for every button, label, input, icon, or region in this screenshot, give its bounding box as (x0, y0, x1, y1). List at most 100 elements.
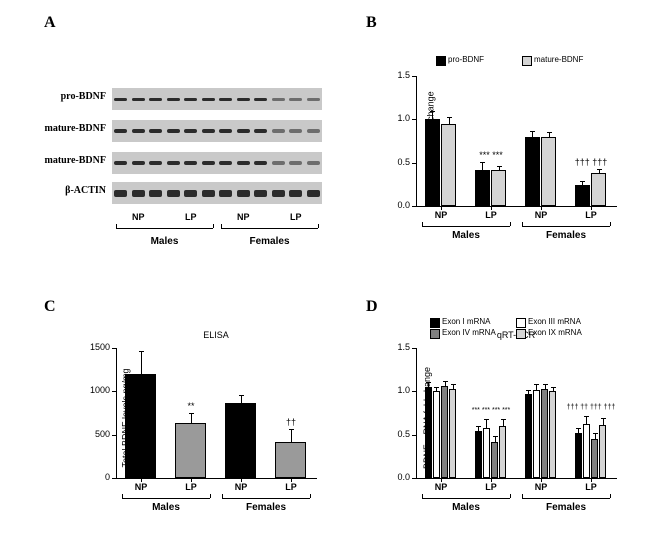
bar (483, 428, 490, 478)
x-tick-label: LP (566, 482, 616, 492)
legend-label: Exon III mRNA (528, 317, 581, 326)
blot-band (289, 161, 302, 165)
blot-row-label: pro-BDNF (8, 91, 106, 102)
legend-label: Exon IV mRNA (442, 328, 496, 337)
blot-band (114, 129, 127, 133)
y-tick-label: 0.5 (382, 429, 410, 439)
blot-band (202, 129, 215, 133)
blot-band (202, 161, 215, 165)
blot-band (289, 190, 302, 197)
blot-row-label: mature-BDNF (8, 155, 106, 166)
blot-band (237, 98, 250, 101)
sex-group-label: Females (516, 502, 616, 513)
x-tick-label: LP (166, 482, 216, 492)
blot-band (254, 98, 267, 101)
y-tick-label: 1500 (82, 342, 110, 352)
blot-band (167, 98, 180, 101)
x-tick-label: NP (516, 210, 566, 220)
bar (449, 389, 456, 478)
significance-marker: ** (166, 401, 216, 411)
blot-band (167, 190, 180, 197)
blot-band (114, 98, 127, 101)
blot-lane-group-label: LP (165, 212, 218, 222)
bar (225, 403, 257, 478)
blot-band (307, 190, 320, 197)
blot-lane-group-label: NP (112, 212, 165, 222)
blot-band (237, 161, 250, 165)
bar (591, 439, 598, 478)
bar (433, 391, 440, 478)
y-tick-label: 0 (82, 472, 110, 482)
x-tick-label: NP (116, 482, 166, 492)
blot-row-label: β-ACTIN (8, 185, 106, 196)
blot-band (149, 98, 162, 101)
y-tick-label: 1.5 (382, 70, 410, 80)
blot-band (289, 129, 302, 133)
blot-band (307, 161, 320, 165)
significance-marker: ††† †† ††† ††† (566, 404, 616, 411)
blot-row-label: mature-BDNF (8, 123, 106, 134)
y-tick-label: 1.5 (382, 342, 410, 352)
blot-band (114, 161, 127, 165)
y-tick-label: 0.5 (382, 157, 410, 167)
x-tick-label: LP (266, 482, 316, 492)
blot-band (219, 190, 232, 197)
y-tick-label: 0.0 (382, 472, 410, 482)
blot-band (307, 98, 320, 101)
blot-lane-group-label: NP (217, 212, 270, 222)
legend-label: pro-BDNF (448, 55, 484, 64)
blot-band (254, 190, 267, 197)
x-tick-label: NP (416, 482, 466, 492)
significance-marker: †† (266, 417, 316, 427)
sex-group-label: Females (216, 502, 316, 513)
blot-band (149, 190, 162, 197)
bar (491, 442, 498, 478)
x-tick-label: LP (566, 210, 616, 220)
blot-band (184, 98, 197, 101)
sex-group-label: Females (516, 230, 616, 241)
y-tick-label: 1.0 (382, 385, 410, 395)
bar (275, 442, 307, 478)
blot-band (184, 129, 197, 133)
bar (591, 173, 606, 206)
bar (575, 185, 590, 206)
sex-group-label: Males (416, 230, 516, 241)
bar (491, 170, 506, 206)
blot-band (202, 98, 215, 101)
blot-band (307, 129, 320, 133)
blot-band (149, 129, 162, 133)
blot-band (132, 98, 145, 101)
panel-label-c: C (44, 298, 56, 316)
bar (541, 389, 548, 478)
legend-label: Exon I mRNA (442, 317, 490, 326)
legend-swatch (430, 318, 440, 328)
blot-band (237, 190, 250, 197)
bar (575, 433, 582, 478)
bar (499, 426, 506, 478)
x-tick-label: LP (466, 210, 516, 220)
bar (475, 431, 482, 478)
x-tick-label: NP (516, 482, 566, 492)
bar (441, 386, 448, 478)
significance-marker: *** *** (466, 150, 516, 160)
panel-label-d: D (366, 298, 378, 316)
bar (125, 374, 157, 478)
legend-swatch (516, 318, 526, 328)
blot-band (254, 161, 267, 165)
bar (525, 394, 532, 478)
blot-sex-label: Males (112, 236, 217, 247)
y-tick-label: 0.0 (382, 200, 410, 210)
significance-marker: *** *** *** *** (466, 407, 516, 414)
significance-marker: ††† ††† (566, 157, 616, 167)
bar (549, 391, 556, 478)
blot-band (184, 190, 197, 197)
blot-band (132, 190, 145, 197)
legend-label: Exon IX mRNA (528, 328, 582, 337)
panel-label-b: B (366, 14, 377, 32)
legend-swatch (436, 56, 446, 66)
bar (599, 425, 606, 478)
sex-group-label: Males (416, 502, 516, 513)
y-tick-label: 500 (82, 429, 110, 439)
blot-band (289, 98, 302, 101)
legend-swatch (430, 329, 440, 339)
